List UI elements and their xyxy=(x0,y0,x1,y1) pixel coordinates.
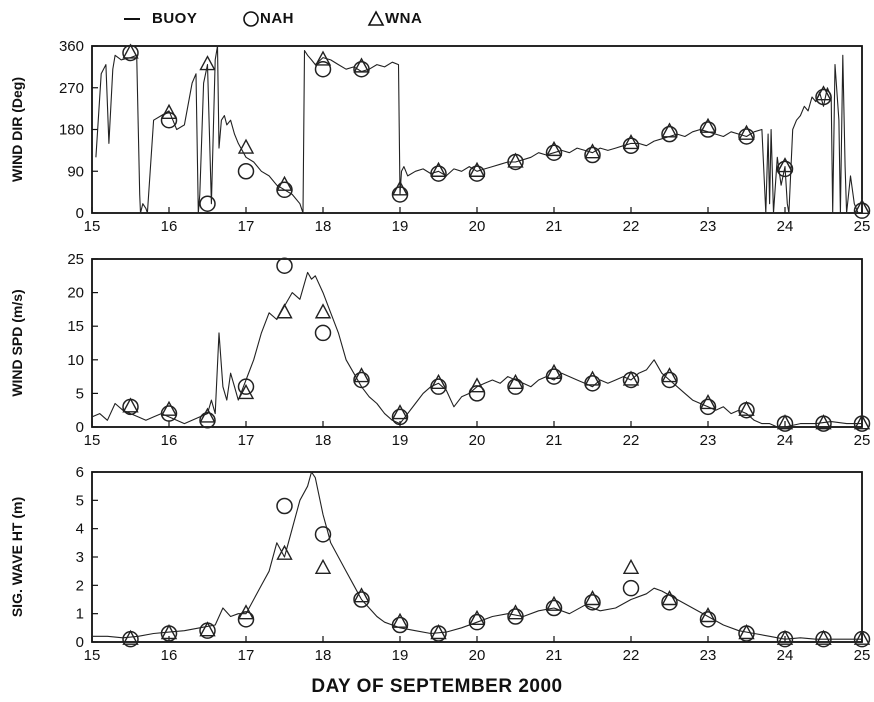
panel-2-x-tick-label: 23 xyxy=(700,432,717,449)
panel-1-y-tick-label: 90 xyxy=(67,163,84,180)
panel-2-y-tick-label: 15 xyxy=(67,318,84,335)
panel-1-y-tick-label: 0 xyxy=(76,205,84,222)
panel-1-x-tick-label: 18 xyxy=(315,218,332,235)
panel-2-y-tick-label: 25 xyxy=(67,251,84,268)
panel-3-y-tick-label: 5 xyxy=(76,492,84,509)
panel-2-x-tick-label: 19 xyxy=(392,432,409,449)
panel-3-nah-point xyxy=(277,499,292,514)
panel-3-frame xyxy=(92,472,862,642)
panel-3-y-tick-label: 0 xyxy=(76,634,84,651)
panel-2-y-tick-label: 5 xyxy=(76,385,84,402)
panel-2-nah-point xyxy=(431,379,446,394)
panel-1-x-tick-label: 16 xyxy=(161,218,178,235)
panel-3-y-tick-label: 3 xyxy=(76,549,84,566)
panel-3-x-tick-label: 24 xyxy=(777,647,794,664)
panel-1-wna-point xyxy=(547,142,561,155)
panel-2-x-tick-label: 16 xyxy=(161,432,178,449)
panel-1-nah-point xyxy=(239,164,254,179)
panel-3-y-tick-label: 4 xyxy=(76,521,84,538)
panel-2-nah-point xyxy=(162,406,177,421)
panel-2-nah-point xyxy=(354,372,369,387)
panel-1-x-tick-label: 17 xyxy=(238,218,255,235)
panel-1-wna-point xyxy=(817,87,831,100)
panel-2-nah-point xyxy=(547,369,562,384)
panel-1-wna-point xyxy=(740,126,754,139)
panel-3-x-tick-label: 25 xyxy=(854,647,871,664)
panel-1-y-axis-title: WIND DIR (Deg) xyxy=(9,77,25,182)
panel-2-nah-point xyxy=(277,258,292,273)
panel-3-y-tick-label: 1 xyxy=(76,606,84,623)
panel-1-nah-point xyxy=(200,196,215,211)
panel-3-wna-point xyxy=(586,592,600,605)
panel-2-x-tick-label: 24 xyxy=(777,432,794,449)
panel-1-x-tick-label: 24 xyxy=(777,218,794,235)
panel-3-nah-point xyxy=(624,581,639,596)
panel-2-x-tick-label: 17 xyxy=(238,432,255,449)
panel-3-x-tick-label: 19 xyxy=(392,647,409,664)
panel-3-wna-point xyxy=(316,560,330,573)
panel-3-y-axis-title: SIG. WAVE HT (m) xyxy=(9,497,25,617)
panel-2-buoy-series-line xyxy=(92,272,862,427)
panel-2-nah-point xyxy=(585,376,600,391)
panel-2-x-tick-label: 15 xyxy=(84,432,101,449)
panel-2-x-tick-label: 18 xyxy=(315,432,332,449)
panel-3-wna-point xyxy=(393,614,407,627)
panel-2-nah-point xyxy=(508,379,523,394)
panel-1-x-tick-label: 23 xyxy=(700,218,717,235)
panel-1-x-tick-label: 15 xyxy=(84,218,101,235)
panel-1-y-tick-label: 270 xyxy=(59,80,84,97)
panel-3-wna-point xyxy=(624,560,638,573)
panel-3-x-tick-label: 17 xyxy=(238,647,255,664)
x-axis-title: DAY OF SEPTEMBER 2000 xyxy=(0,676,874,698)
panel-3-x-tick-label: 15 xyxy=(84,647,101,664)
panel-2-y-tick-label: 20 xyxy=(67,285,84,302)
panel-1-x-tick-label: 19 xyxy=(392,218,409,235)
panel-1-x-tick-label: 20 xyxy=(469,218,486,235)
panel-3-y-tick-label: 2 xyxy=(76,577,84,594)
panel-1-wna-point xyxy=(239,140,253,153)
panel-2-y-axis-title: WIND SPD (m/s) xyxy=(9,289,25,396)
panel-1-x-tick-label: 25 xyxy=(854,218,871,235)
panel-1-y-tick-label: 180 xyxy=(59,122,84,139)
panel-3-x-tick-label: 21 xyxy=(546,647,563,664)
panel-2-x-tick-label: 21 xyxy=(546,432,563,449)
panel-1-wna-point xyxy=(624,135,638,148)
panel-3-x-tick-label: 20 xyxy=(469,647,486,664)
panel-2-x-tick-label: 20 xyxy=(469,432,486,449)
panel-3-x-tick-label: 22 xyxy=(623,647,640,664)
panel-1-x-tick-label: 22 xyxy=(623,218,640,235)
panel-2-x-tick-label: 25 xyxy=(854,432,871,449)
panel-3-x-tick-label: 16 xyxy=(161,647,178,664)
panel-1-x-tick-label: 21 xyxy=(546,218,563,235)
panel-3-wna-point xyxy=(509,606,523,619)
panel-2-nah-point xyxy=(316,325,331,340)
panel-2-x-tick-label: 22 xyxy=(623,432,640,449)
panel-3-x-tick-label: 18 xyxy=(315,647,332,664)
panel-2-y-tick-label: 0 xyxy=(76,419,84,436)
panel-1-y-tick-label: 360 xyxy=(59,38,84,55)
panel-3-x-tick-label: 23 xyxy=(700,647,717,664)
panel-3-y-tick-label: 6 xyxy=(76,464,84,481)
panel-2-nah-point xyxy=(200,413,215,428)
panel-2-y-tick-label: 10 xyxy=(67,352,84,369)
panel-1-nah-point xyxy=(316,62,331,77)
